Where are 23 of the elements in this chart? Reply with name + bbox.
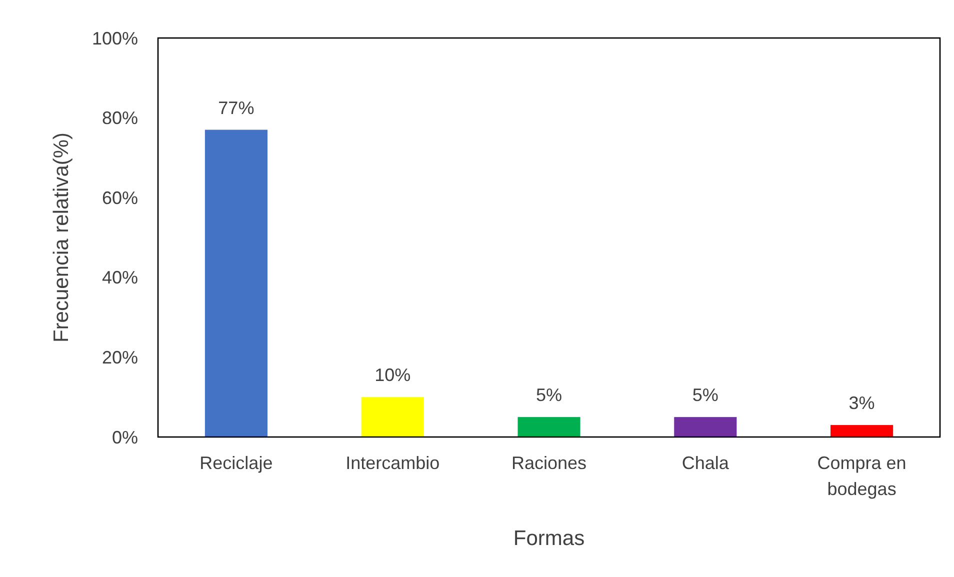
x-tick-label: Intercambio — [346, 453, 440, 473]
y-tick-label: 40% — [102, 268, 138, 288]
x-tick-label: Compra en bodegas — [817, 453, 906, 499]
data-label: 3% — [848, 393, 875, 414]
y-tick-label: 20% — [102, 348, 138, 368]
y-tick-label: 60% — [102, 188, 138, 208]
y-tick-label: 80% — [102, 108, 138, 128]
data-label: 5% — [536, 385, 562, 406]
x-tick-label: Reciclaje — [200, 453, 273, 473]
y-tick-label: 100% — [92, 28, 138, 48]
data-label: 5% — [692, 385, 718, 406]
x-axis-title: Formas — [513, 527, 585, 550]
x-tick-label: Chala — [682, 453, 730, 473]
bar — [518, 417, 580, 437]
y-tick-label: 0% — [112, 427, 138, 448]
bar — [830, 425, 894, 437]
data-label: 77% — [218, 98, 254, 118]
data-label: 10% — [374, 365, 411, 386]
x-tick-label: Raciones — [511, 453, 587, 473]
bar — [674, 417, 737, 437]
y-axis-title: Frecuencia relativa(%) — [50, 132, 73, 343]
bar — [361, 397, 424, 437]
bar — [204, 130, 268, 437]
